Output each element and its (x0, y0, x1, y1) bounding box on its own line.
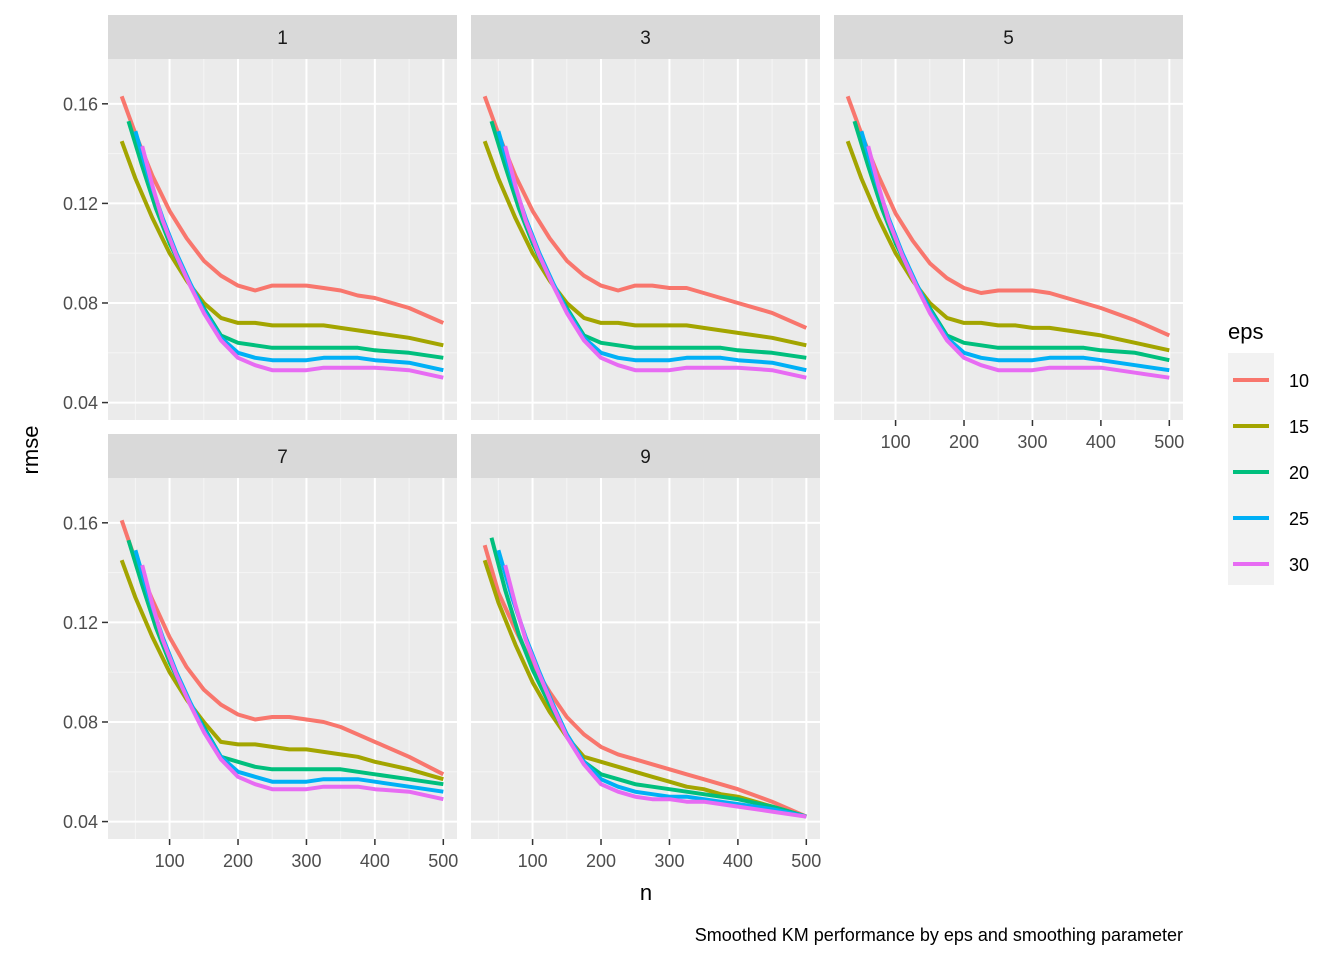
series-line-eps-10 (482, 95, 808, 330)
legend-label-eps-20: 20 (1289, 463, 1309, 483)
series-line-eps-15 (119, 140, 444, 348)
panel-background (471, 59, 820, 420)
legend-items: 10 15 20 25 30 (1233, 371, 1309, 575)
x-tick-label: 300 (291, 851, 321, 871)
series-line-eps-30 (140, 564, 444, 802)
legend-key-background (1228, 353, 1274, 585)
facet-strip (108, 15, 457, 59)
series-line-eps-30 (866, 145, 1170, 380)
x-tick-label: 300 (654, 851, 684, 871)
series-line-eps-10 (845, 95, 1171, 338)
x-tick-label: 400 (1086, 432, 1116, 452)
series-line-eps-15 (482, 140, 807, 348)
facet-strip (471, 15, 820, 59)
y-axis-label: rmse (18, 426, 43, 475)
legend-label-eps-25: 25 (1289, 509, 1309, 529)
series-line-eps-30 (503, 145, 807, 380)
legend-label-eps-10: 10 (1289, 371, 1309, 391)
x-tick-label: 500 (428, 851, 458, 871)
facet-panel-5: 5 100 200 300 400 500 (834, 15, 1184, 452)
x-tick-label: 400 (360, 851, 390, 871)
legend-label-eps-30: 30 (1289, 555, 1309, 575)
facet-panel-3: 3 (471, 15, 820, 420)
panel-background (108, 59, 457, 420)
x-tick-label: 500 (1154, 432, 1184, 452)
legend-title: eps (1228, 319, 1263, 344)
series-line-eps-20 (489, 537, 807, 819)
x-tick-label: 300 (1017, 432, 1047, 452)
chart-caption: Smoothed KM performance by eps and smoot… (695, 925, 1183, 945)
facet-panel-9: 9 100 200 300 400 500 (471, 434, 821, 871)
y-tick-label: 0.16 (63, 513, 98, 533)
x-tick-label: 400 (723, 851, 753, 871)
series-line-eps-10 (119, 95, 445, 325)
series-line-eps-30 (503, 564, 807, 819)
x-axis-label: n (640, 880, 652, 905)
x-tick-label: 100 (518, 851, 548, 871)
y-tick-label: 0.08 (63, 712, 98, 732)
facet-strip-label: 7 (277, 447, 288, 468)
x-tick-label: 200 (949, 432, 979, 452)
facet-strip-label: 1 (277, 28, 288, 49)
series-line-eps-15 (845, 140, 1170, 353)
series-line-eps-10 (119, 519, 445, 777)
y-tick-label: 0.04 (63, 812, 98, 832)
x-tick-label: 100 (155, 851, 185, 871)
x-tick-label: 500 (791, 851, 821, 871)
facet-strip (471, 434, 820, 478)
y-tick-label: 0.08 (63, 293, 98, 313)
facet-strip (108, 434, 457, 478)
y-tick-label: 0.12 (63, 194, 98, 214)
series-line-eps-15 (482, 559, 807, 819)
facet-strip-label: 3 (640, 28, 651, 49)
y-tick-label: 0.04 (63, 393, 98, 413)
facet-panel-1: 1 0.04 0.08 0.12 0.16 (63, 15, 457, 420)
facet-strip-label: 5 (1003, 28, 1014, 49)
y-tick-label: 0.12 (63, 613, 98, 633)
x-tick-label: 200 (586, 851, 616, 871)
legend-label-eps-15: 15 (1289, 417, 1309, 437)
x-tick-label: 100 (881, 432, 911, 452)
legend: eps 10 15 20 25 30 (1228, 319, 1309, 585)
x-tick-label: 200 (223, 851, 253, 871)
panels-layer: 1 0.04 0.08 0.12 0.16 3 5 100 200 300 400 500 7 0.04 0… (63, 15, 1184, 871)
facet-panel-7: 7 0.04 0.08 0.12 0.16 100 200 300 400 500 (63, 434, 458, 871)
series-line-eps-15 (119, 559, 444, 782)
facet-strip-label: 9 (640, 447, 651, 468)
series-line-eps-30 (140, 145, 444, 380)
facet-strip (834, 15, 1183, 59)
y-tick-label: 0.16 (63, 94, 98, 114)
